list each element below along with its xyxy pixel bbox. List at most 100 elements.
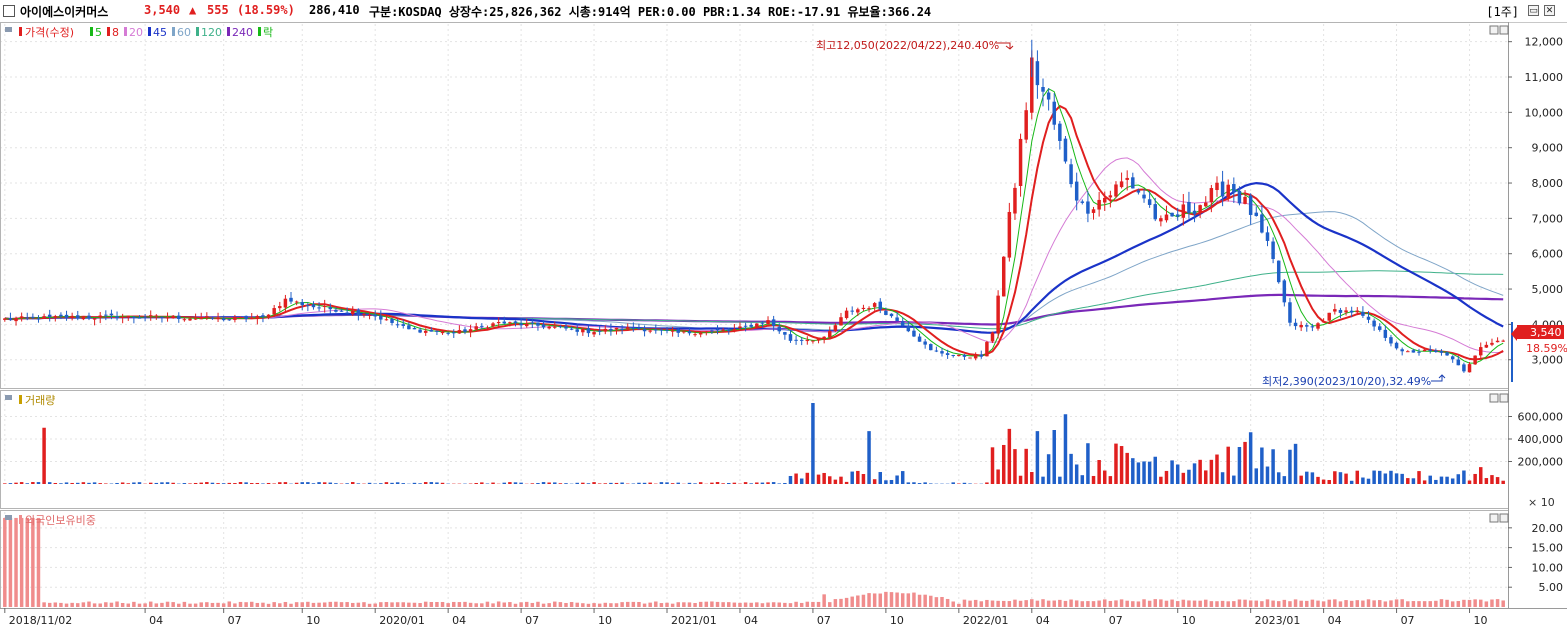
volume-bar bbox=[205, 482, 209, 484]
foreign-ratio-bar bbox=[3, 517, 7, 607]
foreign-ratio-bar bbox=[749, 602, 753, 607]
foreign-ratio-bar bbox=[973, 599, 978, 607]
period-label[interactable]: [1주] bbox=[1486, 5, 1519, 19]
pane-close-icon[interactable] bbox=[1499, 513, 1509, 523]
candle-body bbox=[1288, 302, 1292, 323]
foreign-ratio-bar bbox=[334, 601, 338, 607]
foreign-ratio-bar bbox=[900, 593, 905, 607]
pane-close-icon[interactable] bbox=[1499, 25, 1509, 35]
foreign-ratio-bar bbox=[1288, 601, 1292, 607]
volume-legend-marker bbox=[19, 395, 22, 404]
foreign-ratio-bar bbox=[8, 517, 13, 607]
candle-body bbox=[244, 315, 248, 320]
volume-bar bbox=[1030, 471, 1034, 484]
foreign-ratio-bar bbox=[446, 603, 450, 607]
foreign-ratio-bar bbox=[294, 602, 299, 607]
foreign-ratio-bar bbox=[47, 602, 52, 607]
candle-body bbox=[597, 330, 602, 332]
restore-icon[interactable]: ▭ bbox=[1528, 5, 1539, 16]
foreign-ratio-bar bbox=[912, 592, 916, 607]
candle-body bbox=[199, 318, 203, 320]
candle-body bbox=[625, 327, 630, 329]
candle-body bbox=[1226, 184, 1230, 198]
foreign-ratio-bar bbox=[1456, 601, 1461, 607]
volume-bar bbox=[249, 483, 254, 484]
candle-body bbox=[1276, 260, 1281, 283]
foreign-ratio-bar bbox=[1282, 599, 1287, 607]
select-checkbox[interactable] bbox=[3, 5, 15, 17]
price-tick-label: 12,000 bbox=[1525, 36, 1564, 49]
foreign-ratio-bar bbox=[917, 594, 922, 607]
foreign-ratio-bar bbox=[625, 601, 630, 607]
foreign-ratio-bar bbox=[165, 601, 170, 607]
volume-bar bbox=[1366, 478, 1371, 484]
candle-body bbox=[1086, 201, 1090, 214]
candle-body bbox=[519, 323, 523, 326]
time-tick-label: 2021/01 bbox=[671, 614, 717, 627]
candle-body bbox=[76, 315, 80, 319]
candle-body bbox=[132, 316, 136, 318]
foreign-ratio-bar bbox=[895, 592, 899, 607]
volume-bar bbox=[1159, 476, 1163, 484]
volume-bar bbox=[418, 483, 422, 484]
volume-bar bbox=[14, 482, 18, 484]
candle-body bbox=[14, 318, 18, 322]
volume-bar bbox=[429, 482, 434, 484]
candle-body bbox=[395, 324, 400, 326]
foreign-ratio-bar bbox=[884, 591, 888, 607]
candle-body bbox=[631, 327, 636, 329]
volume-bar bbox=[1192, 463, 1197, 484]
foreign-ratio-bar bbox=[1422, 601, 1427, 607]
candle-body bbox=[266, 314, 271, 318]
foreign-ratio-bar bbox=[272, 602, 276, 607]
pane-menu-icon[interactable] bbox=[5, 27, 12, 32]
candle-body bbox=[412, 328, 417, 330]
candle-body bbox=[581, 329, 585, 333]
volume-bar bbox=[1058, 476, 1062, 484]
volume-bar bbox=[805, 472, 810, 484]
pane-close-icon[interactable] bbox=[1499, 393, 1509, 403]
foreign-ratio-bar bbox=[104, 602, 108, 607]
candle-body bbox=[171, 315, 175, 319]
volume-bar bbox=[1355, 470, 1360, 484]
volume-bar bbox=[1293, 443, 1298, 484]
pane-restore-icon[interactable] bbox=[1489, 393, 1499, 403]
ma20-line bbox=[4, 157, 1504, 354]
candle-body bbox=[609, 328, 613, 331]
volume-bar bbox=[216, 483, 220, 484]
candle-body bbox=[98, 315, 102, 318]
candle-body bbox=[177, 315, 181, 319]
candle-body bbox=[811, 340, 815, 342]
volume-pane-menu-icon[interactable] bbox=[5, 395, 12, 400]
foreign-ratio-bar bbox=[1192, 600, 1197, 607]
pane-restore-icon[interactable] bbox=[1489, 513, 1499, 523]
volume-bar bbox=[1080, 475, 1085, 484]
pane-restore-icon[interactable] bbox=[1489, 25, 1499, 35]
candle-body bbox=[693, 334, 697, 336]
volume-bar bbox=[929, 483, 933, 484]
candle-body bbox=[384, 319, 389, 321]
candle-body bbox=[261, 315, 265, 317]
foreign-ratio-bar bbox=[766, 602, 770, 607]
foreign-pane-menu-icon[interactable] bbox=[5, 515, 12, 520]
volume-bar bbox=[165, 482, 170, 484]
ma5-line bbox=[4, 88, 1504, 364]
candle-body bbox=[715, 329, 720, 331]
foreign-ratio-bar bbox=[710, 601, 714, 607]
foreign-ratio-bar bbox=[92, 603, 97, 607]
candle-body bbox=[25, 317, 29, 319]
volume-bar bbox=[727, 483, 731, 484]
price-change-pct: (18.59%) bbox=[237, 3, 295, 17]
time-tick-label: 04 bbox=[744, 614, 758, 627]
volume-bar bbox=[244, 482, 248, 484]
ma60-line bbox=[21, 211, 1504, 333]
foreign-ratio-bar bbox=[407, 602, 411, 607]
close-icon[interactable]: ✕ bbox=[1544, 5, 1555, 16]
volume-bar bbox=[985, 482, 989, 484]
volume-bar bbox=[98, 483, 102, 484]
volume-bar bbox=[530, 483, 535, 484]
candle-body bbox=[1209, 188, 1214, 203]
price-change: 555 bbox=[207, 3, 229, 17]
volume-bar bbox=[384, 482, 389, 484]
candle-body bbox=[19, 316, 24, 319]
